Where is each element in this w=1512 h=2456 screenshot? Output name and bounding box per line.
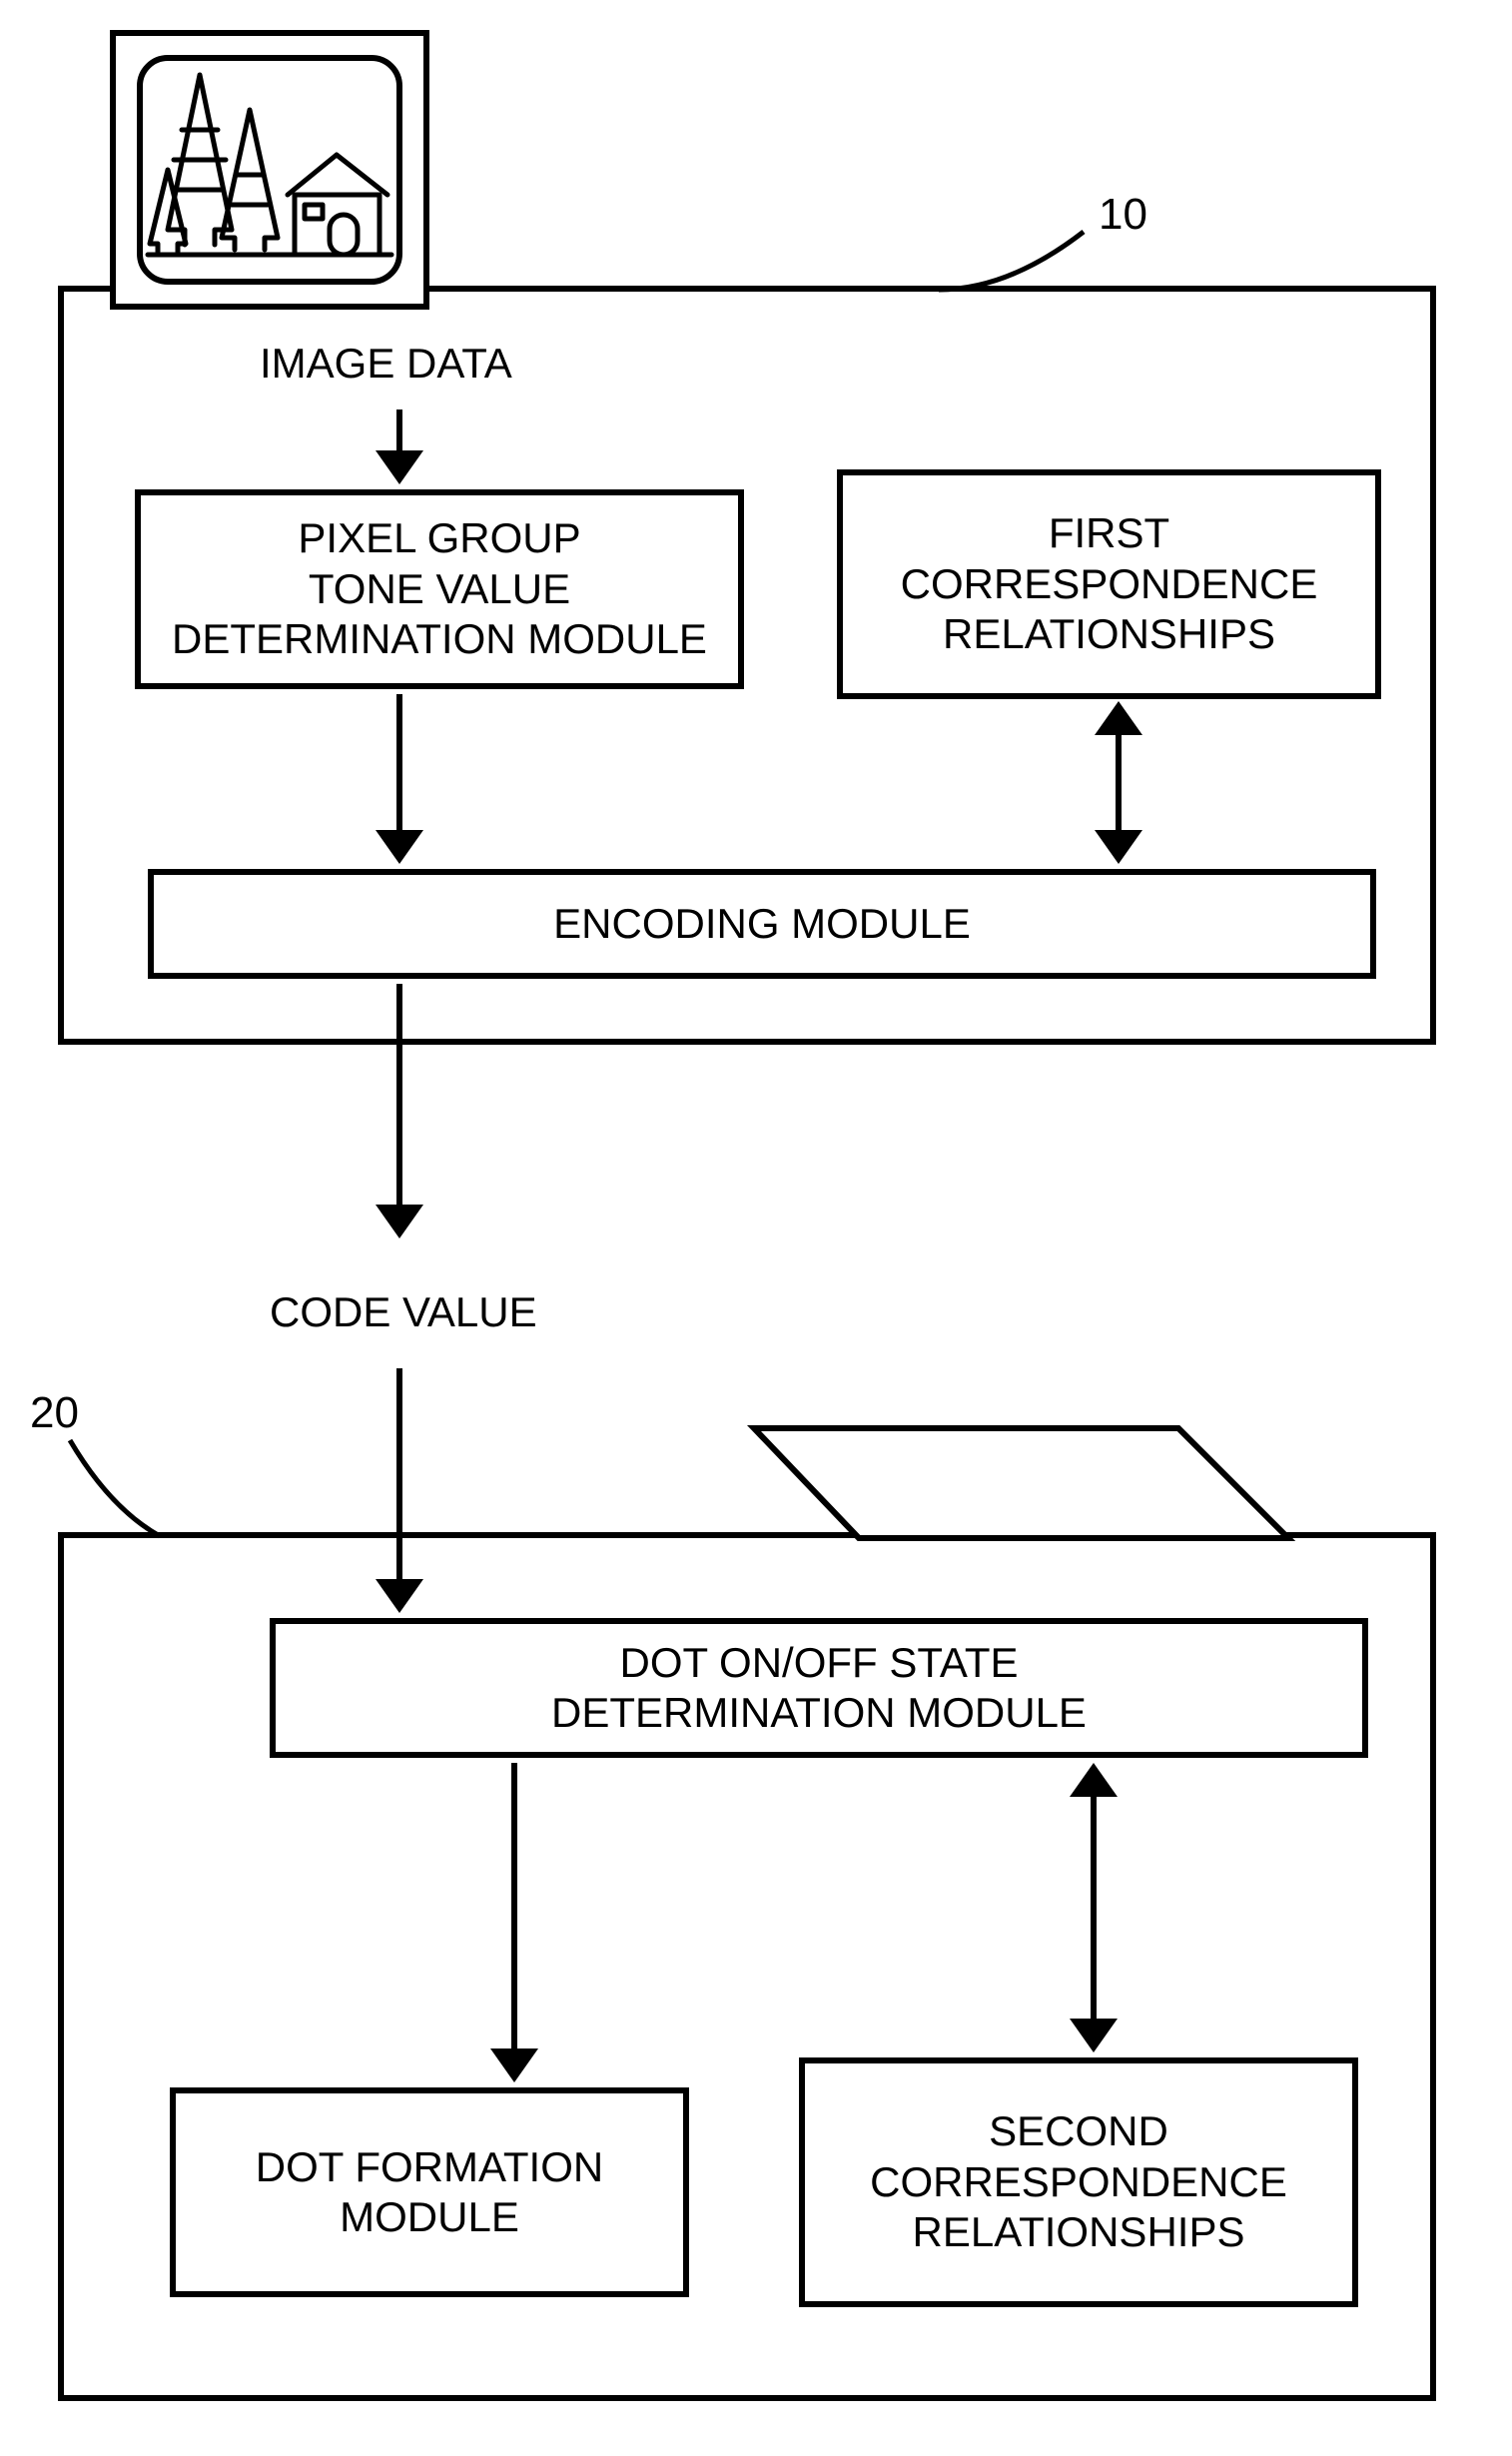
ref-20-leader	[70, 1440, 160, 1536]
ref-10: 10	[1099, 190, 1147, 240]
dot-formation-box: DOT FORMATION MODULE	[170, 2087, 689, 2297]
encoding-box: ENCODING MODULE	[148, 869, 1376, 979]
ref-20: 20	[30, 1388, 79, 1438]
printer-tray-icon	[754, 1428, 1288, 1538]
image-data-label: IMAGE DATA	[260, 340, 512, 388]
pixel-group-box: PIXEL GROUP TONE VALUE DETERMINATION MOD…	[135, 489, 744, 689]
second-correspondence-box: SECOND CORRESPONDENCE RELATIONSHIPS	[799, 2057, 1358, 2307]
first-correspondence-box: FIRST CORRESPONDENCE RELATIONSHIPS	[837, 469, 1381, 699]
ref-10-leader	[939, 232, 1084, 290]
code-value-label: CODE VALUE	[270, 1288, 537, 1336]
dot-onoff-box: DOT ON/OFF STATE DETERMINATION MODULE	[270, 1618, 1368, 1758]
diagram-canvas: PIXEL GROUP TONE VALUE DETERMINATION MOD…	[0, 0, 1512, 2456]
image-icon-frame	[110, 30, 429, 310]
